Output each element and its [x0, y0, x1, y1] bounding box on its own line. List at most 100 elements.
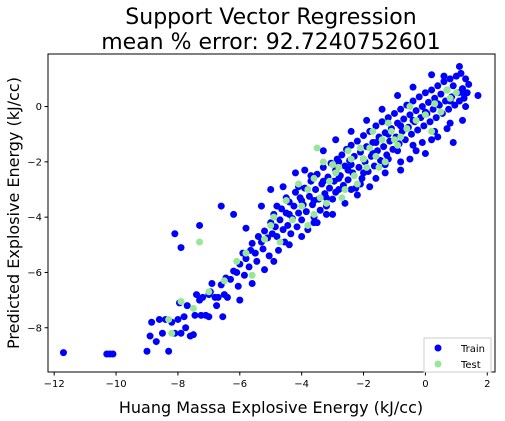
train-point: [261, 266, 269, 274]
y-tick-label: −8: [27, 323, 42, 334]
train-point: [397, 166, 405, 174]
train-point: [347, 141, 355, 149]
train-point: [242, 255, 250, 263]
train-point: [428, 86, 436, 94]
train-point: [474, 91, 482, 99]
train-point: [418, 138, 426, 146]
y-tick-label: −6: [27, 268, 42, 279]
train-point: [205, 313, 213, 321]
train-point: [353, 191, 361, 199]
test-point: [329, 161, 337, 169]
test-point: [332, 169, 340, 177]
train-point: [265, 252, 273, 260]
train-point: [428, 71, 436, 79]
test-point: [375, 163, 383, 171]
test-point: [168, 329, 176, 337]
train-point: [432, 114, 440, 122]
train-point: [290, 202, 298, 210]
test-point: [304, 221, 312, 229]
train-point: [182, 324, 190, 332]
y-axis: −8 −6 −4 −2 0: [27, 102, 48, 334]
test-point: [446, 94, 454, 102]
train-point: [171, 230, 179, 238]
train-point: [227, 275, 235, 283]
train-point: [285, 241, 293, 249]
train-point: [409, 97, 417, 105]
data-points: [59, 62, 482, 358]
train-point: [380, 143, 388, 151]
train-point: [274, 246, 282, 254]
test-point: [310, 174, 318, 182]
train-point: [462, 103, 470, 111]
train-point: [291, 169, 299, 177]
train-point: [287, 230, 295, 238]
train-point: [335, 174, 343, 182]
train-point: [312, 185, 320, 193]
train-point: [152, 338, 160, 346]
train-point: [301, 166, 309, 174]
train-point: [257, 202, 265, 210]
test-point: [177, 297, 185, 305]
train-point: [298, 216, 306, 224]
train-point: [428, 136, 436, 144]
train-point: [180, 313, 188, 321]
train-point: [420, 122, 428, 130]
train-point: [363, 116, 371, 124]
test-point: [353, 180, 361, 188]
train-point: [261, 227, 269, 235]
x-tick-label: −6: [232, 379, 247, 390]
train-point: [284, 221, 292, 229]
test-point: [310, 210, 318, 218]
train-point: [109, 350, 117, 358]
train-point: [460, 94, 468, 102]
train-point: [322, 210, 330, 218]
train-point: [310, 219, 318, 227]
train-point: [236, 296, 244, 304]
train-point: [397, 105, 405, 113]
train-point: [397, 158, 405, 166]
train-point: [394, 91, 402, 99]
train-point: [183, 302, 191, 310]
legend-marker-train: [434, 344, 442, 352]
test-point: [261, 235, 269, 243]
train-point: [449, 138, 457, 146]
test-point: [356, 144, 364, 152]
test-point: [381, 158, 389, 166]
x-tick-label: −10: [106, 379, 127, 390]
legend-frame: [423, 337, 492, 373]
test-point: [288, 216, 296, 224]
train-point: [146, 332, 154, 340]
train-point: [192, 291, 200, 299]
train-point: [445, 105, 453, 113]
test-point: [350, 172, 358, 180]
train-point: [421, 150, 429, 158]
train-point: [279, 226, 287, 234]
train-point: [418, 103, 426, 111]
train-point: [335, 158, 343, 166]
train-point: [360, 132, 368, 140]
train-point: [372, 138, 380, 146]
train-point: [233, 268, 241, 276]
train-point: [372, 174, 380, 182]
train-point: [329, 195, 337, 203]
train-point: [384, 114, 392, 122]
y-tick-label: 0: [36, 102, 42, 113]
train-point: [143, 347, 151, 355]
train-point: [245, 263, 253, 271]
train-point: [177, 244, 185, 252]
train-point: [189, 331, 197, 339]
train-point: [332, 136, 340, 144]
test-point: [276, 238, 284, 246]
test-point: [205, 288, 213, 296]
train-point: [295, 209, 303, 217]
train-point: [400, 115, 408, 123]
train-point: [319, 147, 327, 155]
test-point: [360, 155, 368, 163]
test-point: [196, 238, 204, 246]
test-point: [326, 177, 334, 185]
train-point: [59, 349, 67, 357]
train-point: [347, 185, 355, 193]
train-point: [240, 271, 248, 279]
x-tick-label: 2: [484, 379, 490, 390]
test-point: [322, 199, 330, 207]
